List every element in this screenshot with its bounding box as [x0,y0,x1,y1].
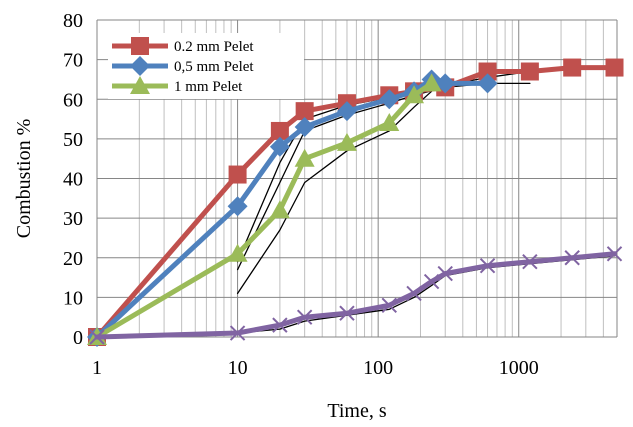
data-point [229,325,246,341]
legend-label: 1 mm Pelet [174,79,243,95]
data-point-stroke [406,285,422,302]
x-tick-label: 10 [228,357,248,379]
y-axis-title: Combustion % [13,119,35,238]
data-point-stroke [522,254,538,270]
data-point-stroke [381,297,397,314]
data-point [381,297,397,314]
x-tick-label: 1 [92,357,102,379]
series-1 [88,58,624,346]
series-4 [89,246,623,345]
legend: 0.2 mm Pelet 0,5 mm Pelet 1 mm Pelet [112,37,254,95]
data-point [272,317,288,333]
data-point-stroke [437,265,453,282]
data-point-stroke [339,305,355,321]
data-point-stroke [479,257,496,274]
data-point-stroke [606,246,623,262]
data-point [437,265,453,282]
data-point [477,73,498,94]
y-tick-label: 60 [63,89,83,111]
data-point [563,58,582,77]
fit-line [236,82,531,271]
legend-entry: 0.2 mm Pelet [112,37,254,55]
data-point [478,62,497,81]
data-point [270,121,289,140]
data-point [130,56,150,76]
data-point [295,102,314,121]
x-tick-label: 100 [363,357,393,379]
data-point [336,132,357,151]
data-point [522,254,538,270]
data-point [296,309,313,325]
data-point [406,285,422,302]
data-point [421,73,442,92]
data-point-stroke [296,309,313,325]
data-point-stroke [272,317,288,333]
data-point [269,200,290,219]
data-point [339,305,355,321]
legend-label: 0.2 mm Pelet [174,39,254,55]
y-tick-label: 50 [63,129,83,151]
data-point [131,37,149,55]
tick-labels: 0 10 20 30 40 50 60 70 80 1 10 100 1000 [63,10,539,379]
data-point [435,73,456,94]
data-point-stroke [564,250,580,266]
data-point [379,113,400,132]
x-axis-title: Time, s [327,400,387,422]
data-point [294,116,315,137]
data-point-stroke [423,273,440,290]
data-point [404,85,425,104]
series-3 [87,73,442,345]
data-point [605,58,624,77]
data-point-stroke [89,329,105,345]
data-point [606,246,623,262]
data-point [423,273,440,290]
x-tick-label: 1000 [499,357,539,379]
data-point [130,76,150,94]
data-point [336,101,357,122]
data-point [479,257,496,274]
y-tick-label: 0 [73,327,83,349]
data-point [564,250,580,266]
data-point [228,165,247,184]
legend-label: 0,5 mm Pelet [174,59,254,75]
y-tick-label: 20 [63,248,83,270]
data-point [520,62,539,81]
data-point [379,89,400,110]
data-point [89,329,105,345]
y-tick-label: 10 [63,287,83,309]
data-point [227,243,248,262]
y-tick-label: 70 [63,50,83,72]
data-point [227,196,248,217]
data-point-stroke [229,325,246,341]
series-layer [87,58,624,347]
data-point [294,148,315,167]
data-point [269,136,290,157]
y-tick-label: 30 [63,208,83,230]
y-tick-label: 40 [63,169,83,191]
series-line [94,80,435,340]
legend-entry: 1 mm Pelet [112,76,243,95]
fit-line-path [236,82,531,271]
legend-entry: 0,5 mm Pelet [112,56,254,76]
y-tick-label: 80 [63,10,83,32]
